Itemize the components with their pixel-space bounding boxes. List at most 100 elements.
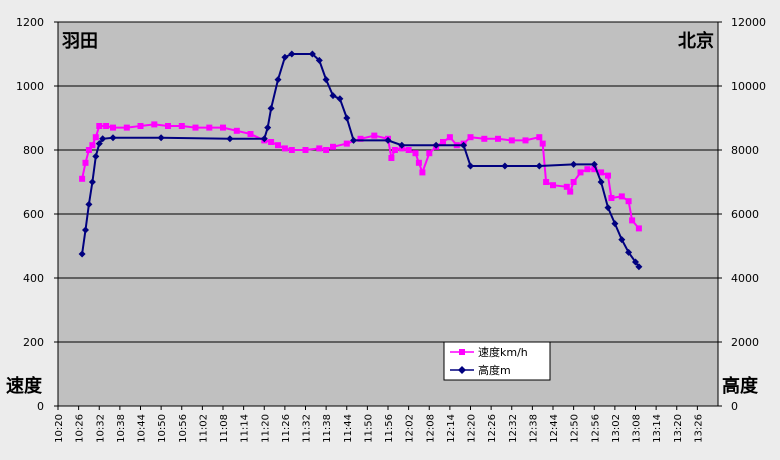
x-tick-label: 10:26 xyxy=(75,414,86,443)
x-tick-label: 12:32 xyxy=(508,414,519,443)
legend-label-speed: 速度km/h xyxy=(478,345,528,359)
x-tick-label: 12:02 xyxy=(405,414,416,443)
x-tick-label: 10:38 xyxy=(116,414,127,443)
legend-label-altitude: 高度m xyxy=(478,363,511,377)
data-point-altitude xyxy=(288,50,296,58)
data-point-speed xyxy=(570,179,577,185)
series-speed xyxy=(79,121,642,232)
left-tick-label: 0 xyxy=(37,400,44,413)
data-point-altitude xyxy=(501,162,509,170)
data-point-speed xyxy=(343,140,350,147)
legend: 速度km/h 高度m xyxy=(443,341,551,381)
left-tick-label: 800 xyxy=(23,144,44,157)
data-point-speed xyxy=(192,124,199,131)
data-point-speed xyxy=(178,123,185,129)
right-tick-label: 8000 xyxy=(731,144,759,157)
x-tick-label: 13:02 xyxy=(611,414,622,443)
data-point-speed xyxy=(618,193,625,200)
data-point-altitude xyxy=(322,76,330,84)
x-tick-label: 13:20 xyxy=(673,414,684,443)
data-point-speed xyxy=(598,169,605,176)
data-point-speed xyxy=(605,172,611,179)
data-point-altitude xyxy=(611,220,619,228)
data-point-altitude xyxy=(597,178,605,186)
data-point-altitude xyxy=(618,236,626,244)
data-point-speed xyxy=(79,175,86,182)
data-point-speed xyxy=(415,159,422,166)
x-tick-label: 12:08 xyxy=(425,414,436,443)
data-point-speed xyxy=(92,134,99,141)
data-point-speed xyxy=(629,217,636,224)
data-point-altitude xyxy=(85,200,93,208)
data-point-altitude xyxy=(398,141,406,149)
data-point-altitude xyxy=(260,135,268,143)
data-point-altitude xyxy=(460,141,468,149)
data-point-altitude xyxy=(88,178,96,186)
data-point-altitude xyxy=(274,76,282,84)
x-tick-label: 11:50 xyxy=(363,414,374,443)
data-point-speed xyxy=(103,123,110,129)
data-point-altitude xyxy=(226,135,234,143)
data-point-speed xyxy=(481,135,488,142)
data-point-speed xyxy=(467,134,474,141)
data-point-speed xyxy=(330,143,336,150)
left-tick-label: 1200 xyxy=(16,16,44,29)
x-tick-label: 10:32 xyxy=(95,414,106,443)
corner-label-bottom-right: 高度 xyxy=(722,375,759,397)
data-point-speed xyxy=(426,150,433,157)
data-point-altitude xyxy=(625,248,633,256)
left-tick-label: 400 xyxy=(23,272,44,285)
data-point-speed xyxy=(137,123,144,129)
right-tick-label: 6000 xyxy=(731,208,759,221)
data-point-altitude xyxy=(343,114,351,122)
data-point-speed xyxy=(281,145,288,152)
x-tick-label: 12:50 xyxy=(570,414,581,443)
data-point-speed xyxy=(89,142,96,149)
corner-label-top-right: 北京 xyxy=(678,30,714,52)
data-point-speed xyxy=(577,169,584,176)
x-tick-label: 11:20 xyxy=(260,414,271,443)
left-tick-label: 1000 xyxy=(16,80,44,93)
data-point-speed xyxy=(446,134,453,141)
x-tick-label: 13:08 xyxy=(632,414,643,443)
data-point-speed xyxy=(357,135,364,142)
x-tick-label: 11:44 xyxy=(343,414,354,443)
legend-marker-speed xyxy=(459,349,465,355)
x-tick-label: 10:56 xyxy=(178,414,189,443)
x-tick-label: 10:44 xyxy=(137,414,148,443)
data-point-speed xyxy=(85,147,92,153)
left-tick-label: 600 xyxy=(23,208,44,221)
x-tick-label: 11:02 xyxy=(198,414,209,443)
data-point-altitude xyxy=(336,95,344,103)
data-point-speed xyxy=(96,123,103,129)
data-point-speed xyxy=(536,134,543,141)
data-point-speed xyxy=(220,124,226,131)
data-point-altitude xyxy=(82,226,89,234)
corner-label-top-left: 羽田 xyxy=(62,31,98,52)
data-point-speed xyxy=(440,139,446,145)
data-point-altitude xyxy=(95,140,103,148)
right-tick-label: 12000 xyxy=(731,16,766,29)
data-point-altitude xyxy=(604,204,612,212)
x-tick-label: 12:14 xyxy=(446,414,457,443)
x-tick-label: 11:56 xyxy=(384,414,395,443)
data-point-speed xyxy=(233,127,240,134)
data-point-altitude xyxy=(570,160,578,168)
data-point-altitude xyxy=(78,250,86,258)
x-tick-label: 12:26 xyxy=(487,414,498,443)
data-point-speed xyxy=(316,145,323,152)
x-tick-label: 11:32 xyxy=(302,414,313,443)
data-point-altitude xyxy=(590,160,598,168)
x-tick-label: 11:38 xyxy=(322,414,333,443)
data-point-altitude xyxy=(315,56,323,64)
data-point-altitude xyxy=(432,141,440,149)
data-point-altitude xyxy=(467,162,474,170)
x-tick-label: 11:26 xyxy=(281,414,292,443)
data-point-altitude xyxy=(264,124,272,132)
data-point-speed xyxy=(495,135,501,142)
data-point-speed xyxy=(539,140,546,147)
data-point-speed xyxy=(508,137,515,144)
data-point-speed xyxy=(302,147,309,153)
data-point-speed xyxy=(635,225,642,232)
